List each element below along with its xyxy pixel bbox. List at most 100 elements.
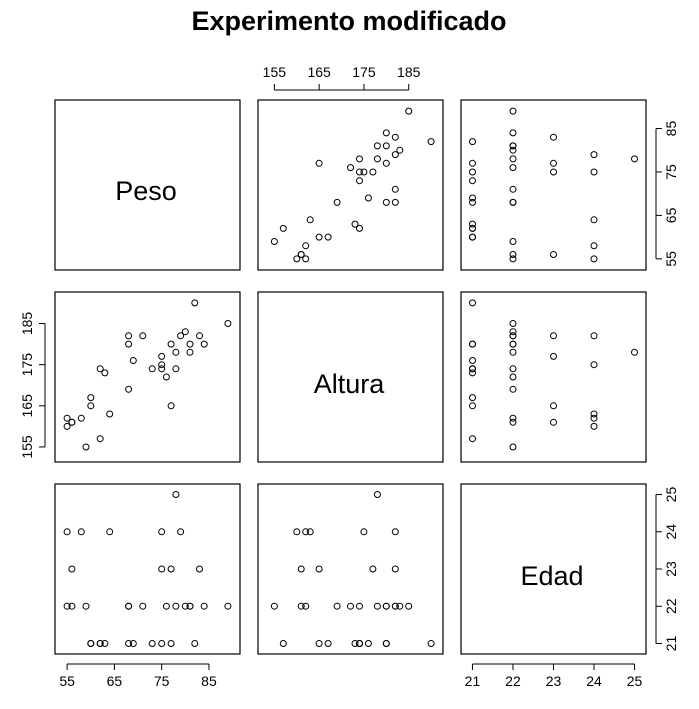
point-edad-altura-17 <box>391 602 399 610</box>
tick-label-right-peso-55: 55 <box>663 251 679 267</box>
point-peso-edad-10 <box>469 224 476 232</box>
point-altura-peso-19 <box>158 361 166 369</box>
point-altura-peso-17 <box>139 332 147 340</box>
tick-label-right-edad-23: 23 <box>663 561 679 577</box>
point-peso-edad-21 <box>469 168 476 176</box>
point-peso-altura-26 <box>356 155 363 163</box>
point-edad-peso-28 <box>181 602 189 610</box>
point-peso-edad-12 <box>590 216 598 224</box>
point-edad-peso-5 <box>77 528 85 536</box>
point-peso-altura-16 <box>364 194 372 202</box>
tick-label-bottom-edad-21: 21 <box>465 673 481 689</box>
point-altura-edad-4 <box>550 418 557 426</box>
panel-edad-vs-peso <box>54 483 241 655</box>
point-peso-edad-18 <box>469 177 476 185</box>
point-peso-edad-30 <box>509 142 517 150</box>
point-altura-peso-12 <box>106 410 114 418</box>
panel-grid <box>54 99 647 655</box>
point-peso-edad-24 <box>469 159 476 167</box>
point-peso-altura-28 <box>396 146 404 154</box>
point-altura-edad-20 <box>550 352 557 360</box>
tick-label-right-peso-75: 75 <box>663 164 679 180</box>
point-edad-peso-11 <box>101 640 109 647</box>
point-altura-peso-30 <box>186 340 194 348</box>
point-altura-peso-16 <box>129 357 137 364</box>
point-peso-edad-17 <box>509 185 517 193</box>
point-altura-edad-6 <box>509 443 517 451</box>
point-edad-peso-2 <box>63 602 71 610</box>
point-peso-altura-25 <box>373 155 381 163</box>
scatter-points <box>63 107 638 647</box>
point-altura-edad-23 <box>550 402 557 410</box>
tick-label-left-altura-155: 155 <box>19 435 35 459</box>
point-peso-edad-8 <box>469 233 476 241</box>
point-peso-altura-29 <box>373 142 381 150</box>
point-altura-peso-21 <box>158 365 166 373</box>
point-edad-altura-29 <box>373 602 381 610</box>
point-edad-peso-30 <box>186 602 194 610</box>
point-peso-altura-27 <box>391 151 399 159</box>
point-altura-edad-11 <box>469 369 476 377</box>
point-altura-edad-31 <box>469 299 476 307</box>
point-peso-altura-34 <box>405 107 413 115</box>
tick-label-left-altura-175: 175 <box>19 353 35 377</box>
point-peso-edad-20 <box>550 168 557 176</box>
point-altura-edad-1 <box>590 422 598 430</box>
point-edad-peso-25 <box>172 491 180 498</box>
tick-label-top-altura-175: 175 <box>352 64 376 80</box>
point-edad-peso-4 <box>68 565 76 573</box>
panel-peso-vs-altura <box>257 99 444 271</box>
point-edad-altura-33 <box>382 602 390 610</box>
point-edad-peso-8 <box>87 640 95 647</box>
point-peso-edad-6 <box>509 238 517 245</box>
point-edad-peso-3 <box>68 602 76 610</box>
tick-label-bottom-edad-22: 22 <box>505 673 521 689</box>
point-edad-peso-22 <box>162 602 170 610</box>
point-altura-peso-28 <box>181 328 189 336</box>
point-peso-altura-10 <box>356 224 363 232</box>
point-altura-peso-23 <box>167 402 175 410</box>
chart-title: Experimento modificado <box>191 6 506 36</box>
tick-label-right-peso-85: 85 <box>663 121 679 137</box>
panel-edad-vs-altura <box>257 483 444 655</box>
point-peso-altura-17 <box>391 185 399 193</box>
point-peso-altura-5 <box>302 242 310 250</box>
point-edad-peso-18 <box>148 640 156 647</box>
point-altura-edad-7 <box>469 402 476 410</box>
point-edad-peso-26 <box>172 602 180 610</box>
panel-altura-vs-peso <box>54 291 241 463</box>
point-edad-altura-2 <box>302 602 310 610</box>
point-edad-peso-6 <box>82 602 90 610</box>
point-altura-edad-8 <box>469 394 476 402</box>
point-altura-edad-2 <box>509 414 517 422</box>
point-peso-altura-8 <box>324 233 332 241</box>
point-edad-altura-27 <box>391 528 399 536</box>
point-peso-altura-6 <box>270 238 278 245</box>
point-peso-altura-19 <box>360 168 368 176</box>
point-edad-peso-15 <box>125 602 133 610</box>
point-altura-peso-9 <box>96 435 104 443</box>
variable-label-peso: Peso <box>115 176 177 206</box>
point-edad-peso-20 <box>158 565 166 573</box>
point-peso-altura-15 <box>391 198 399 206</box>
point-altura-peso-7 <box>87 402 95 410</box>
point-peso-edad-25 <box>631 155 638 163</box>
point-peso-altura-22 <box>347 164 354 172</box>
point-peso-edad-28 <box>509 146 517 154</box>
point-peso-altura-11 <box>351 220 359 228</box>
point-edad-altura-21 <box>356 640 363 647</box>
panel-peso-vs-edad <box>460 99 647 271</box>
point-edad-peso-21 <box>158 640 166 647</box>
point-altura-peso-27 <box>177 332 185 340</box>
point-altura-peso-1 <box>63 422 71 430</box>
point-peso-edad-16 <box>469 194 476 202</box>
point-altura-edad-34 <box>509 320 517 327</box>
point-edad-altura-3 <box>297 602 305 610</box>
point-peso-edad-27 <box>590 151 598 159</box>
panel-edad-vs-edad <box>460 483 647 655</box>
point-edad-peso-17 <box>139 602 147 610</box>
point-edad-peso-12 <box>106 528 114 536</box>
point-edad-altura-31 <box>427 640 435 647</box>
tick-label-right-edad-24: 24 <box>663 524 679 540</box>
point-edad-altura-1 <box>293 528 301 536</box>
